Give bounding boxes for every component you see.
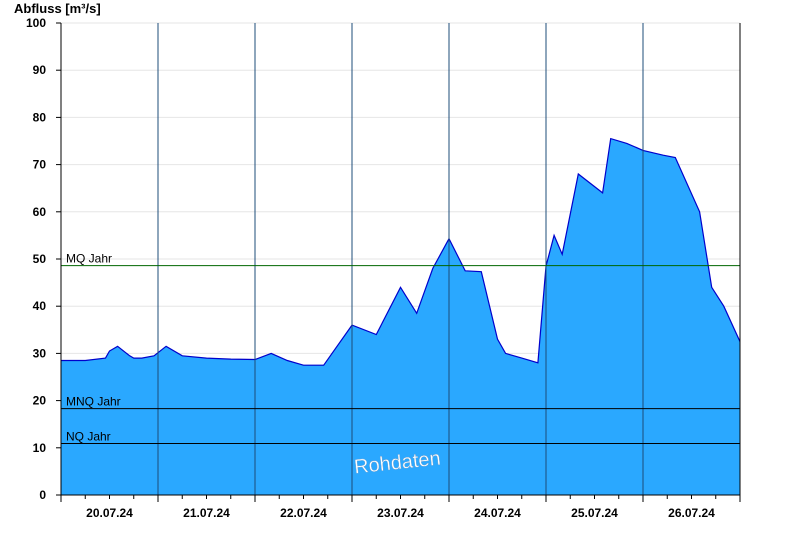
x-tick-label: 21.07.24 [183,506,230,520]
y-tick-label: 80 [33,110,47,124]
y-tick-label: 20 [33,394,47,408]
discharge-line [61,137,741,366]
reference-label: MQ Jahr [66,252,112,266]
y-tick-label: 0 [39,488,46,502]
x-tick-label: 23.07.24 [377,506,424,520]
y-tick-label: 60 [33,205,47,219]
y-axis-title: Abfluss [m³/s] [14,1,101,16]
reference-label: MNQ Jahr [66,395,121,409]
y-tick-label: 100 [26,16,46,30]
y-tick-label: 40 [33,299,47,313]
y-tick-label: 50 [33,252,47,266]
y-tick-label: 90 [33,63,47,77]
x-tick-label: 24.07.24 [474,506,521,520]
y-tick-label: 70 [33,158,47,172]
y-tick-label: 10 [33,441,47,455]
x-tick-label: 26.07.24 [668,506,715,520]
x-tick-label: 20.07.24 [86,506,133,520]
y-tick-label: 30 [33,346,47,360]
discharge-area [61,138,740,495]
x-tick-label: 25.07.24 [571,506,618,520]
x-tick-label: 22.07.24 [280,506,327,520]
reference-label: NQ Jahr [66,430,111,444]
